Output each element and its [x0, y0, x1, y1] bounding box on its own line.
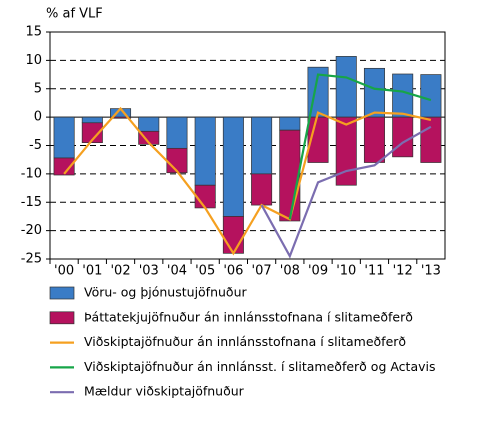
x-tick-label: '03 — [139, 264, 159, 279]
x-tick-label: '06 — [223, 264, 243, 279]
bar — [138, 116, 160, 132]
bar — [335, 56, 357, 118]
bar — [53, 116, 75, 159]
x-tick-label: '09 — [308, 264, 328, 279]
y-tick-label: -10 — [21, 166, 42, 181]
bar — [335, 116, 357, 186]
bar — [251, 173, 273, 206]
x-tick-label: '10 — [336, 264, 356, 279]
y-tick-label: -5 — [29, 138, 42, 153]
bar — [251, 116, 273, 175]
x-tick-label: '13 — [421, 264, 441, 279]
bar — [363, 67, 385, 118]
bar — [81, 116, 103, 124]
y-tick-label: 0 — [34, 110, 42, 125]
bar — [166, 147, 188, 174]
x-tick-label: '00 — [54, 264, 74, 279]
legend-swatch — [49, 286, 75, 300]
y-tick-label: -25 — [21, 252, 42, 267]
y-tick-label: -20 — [21, 223, 42, 238]
legend-label: Viðskiptajöfnuður án innlánsstofnana í s… — [84, 334, 406, 349]
bar — [392, 116, 414, 158]
y-tick-label: 5 — [34, 81, 42, 96]
bar — [420, 74, 442, 118]
legend-label: Vöru- og þjónustujöfnuður — [84, 285, 248, 300]
y-tick-label: 10 — [25, 53, 42, 68]
y-tick-label: 15 — [25, 25, 42, 40]
bar — [279, 116, 301, 131]
x-tick-label: '12 — [393, 264, 413, 279]
x-tick-label: '01 — [82, 264, 102, 279]
bar — [222, 116, 244, 217]
bar — [420, 116, 442, 163]
x-tick-label: '11 — [364, 264, 384, 279]
bar — [81, 122, 103, 144]
y-tick-label: -15 — [21, 195, 42, 210]
bar — [392, 73, 414, 118]
x-tick-label: '02 — [110, 264, 130, 279]
x-tick-label: '04 — [167, 264, 187, 279]
line — [260, 125, 432, 259]
bar — [110, 116, 132, 119]
line — [288, 73, 432, 220]
legend-label: Viðskiptajöfnuður án innlánsst. í slitam… — [84, 359, 436, 374]
line — [63, 106, 432, 256]
bar — [194, 184, 216, 209]
x-tick-label: '05 — [195, 264, 215, 279]
bar — [194, 116, 216, 186]
legend-swatch — [49, 311, 75, 325]
bar — [222, 216, 244, 254]
x-tick-label: '07 — [252, 264, 272, 279]
bar — [363, 116, 385, 163]
legend-label: Þáttatekjujöfnuður án innlánsstofnana í … — [84, 309, 413, 324]
bar — [166, 116, 188, 149]
bar — [138, 130, 160, 145]
y-axis-label: % af VLF — [46, 7, 103, 22]
legend-label: Mældur viðskiptajöfnuður — [84, 384, 245, 399]
bar — [279, 129, 301, 222]
bar — [53, 157, 75, 176]
x-tick-label: '08 — [280, 264, 300, 279]
